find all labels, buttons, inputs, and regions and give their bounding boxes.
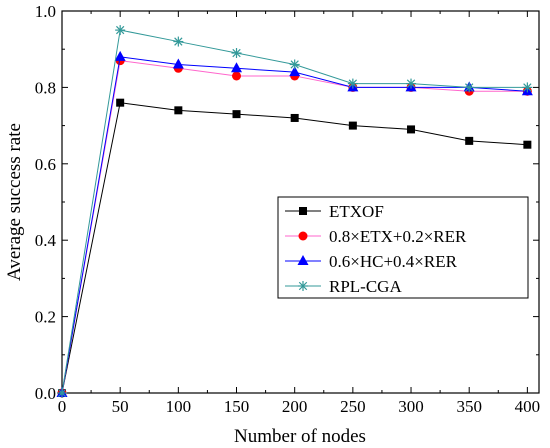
- y-tick-label: 0.2: [35, 308, 56, 327]
- x-tick-label: 350: [456, 397, 482, 416]
- star-stroke: [406, 79, 416, 88]
- series-4-point: [231, 48, 242, 59]
- legend-label: RPL-CGA: [329, 277, 402, 296]
- series-4-point: [464, 82, 475, 93]
- series-1-point: [232, 110, 241, 119]
- x-tick-label: 400: [515, 397, 541, 416]
- legend-marker: [298, 281, 308, 291]
- star-stroke: [348, 79, 358, 88]
- legend-label: 0.6×HC+0.4×RER: [329, 252, 458, 271]
- series-1-point: [465, 136, 474, 145]
- series-1-point: [407, 125, 416, 134]
- series-1-point: [116, 98, 125, 107]
- series-1-point: [290, 113, 299, 122]
- legend-label: 0.8×ETX+0.2×RER: [329, 227, 467, 246]
- series-4-point: [406, 78, 417, 89]
- series-2-point: [232, 71, 242, 81]
- x-tick-label: 150: [224, 397, 250, 416]
- series-4-point: [57, 388, 67, 398]
- y-tick-label: 0.8: [35, 78, 56, 97]
- x-tick-label: 0: [58, 397, 67, 416]
- series-3-point: [289, 66, 301, 77]
- series-3-point: [172, 58, 184, 69]
- series-4-point: [522, 82, 533, 93]
- x-axis-title: Number of nodes: [234, 426, 366, 447]
- legend-marker: [299, 207, 307, 215]
- series-4-point: [289, 59, 300, 70]
- y-tick-label: 0.4: [35, 231, 57, 250]
- x-tick-label: 200: [282, 397, 308, 416]
- legend-marker: [298, 231, 308, 241]
- y-tick-label: 0.0: [35, 384, 56, 403]
- series-3-point: [231, 62, 243, 73]
- series-1-point: [348, 121, 357, 130]
- x-tick-label: 100: [166, 397, 192, 416]
- legend-label: ETXOF: [329, 202, 384, 221]
- y-tick-label: 0.6: [35, 155, 56, 174]
- series-1-point: [523, 140, 532, 149]
- star-stroke: [298, 281, 308, 291]
- star-stroke: [57, 388, 67, 398]
- series-4-point: [347, 78, 358, 89]
- legend-box: [277, 196, 529, 299]
- axis-ticks: 0 50 100 150 200 250 300 350 400 0.0 0.2 0.4 0.6 0.8 1…: [35, 2, 540, 416]
- legend: ETXOF 0.8×ETX+0.2×RER 0.6×HC+0.4×RER RPL-CG…: [277, 196, 529, 299]
- legend-marker: [297, 255, 309, 265]
- series-4-point: [115, 25, 126, 36]
- star-stroke: [115, 25, 125, 35]
- y-axis-title: Average success rate: [4, 123, 25, 281]
- series-1-point: [174, 106, 183, 115]
- series-3-point: [114, 50, 126, 61]
- star-stroke: [465, 83, 474, 92]
- star-stroke: [290, 60, 299, 69]
- x-tick-label: 300: [398, 397, 424, 416]
- series-4-point: [173, 36, 184, 47]
- y-tick-label: 1.0: [35, 2, 56, 21]
- series-layer: [56, 25, 533, 398]
- star-stroke: [174, 37, 183, 46]
- star-stroke: [523, 83, 532, 92]
- x-tick-label: 50: [112, 397, 129, 416]
- star-stroke: [232, 48, 241, 58]
- x-tick-label: 250: [340, 397, 366, 416]
